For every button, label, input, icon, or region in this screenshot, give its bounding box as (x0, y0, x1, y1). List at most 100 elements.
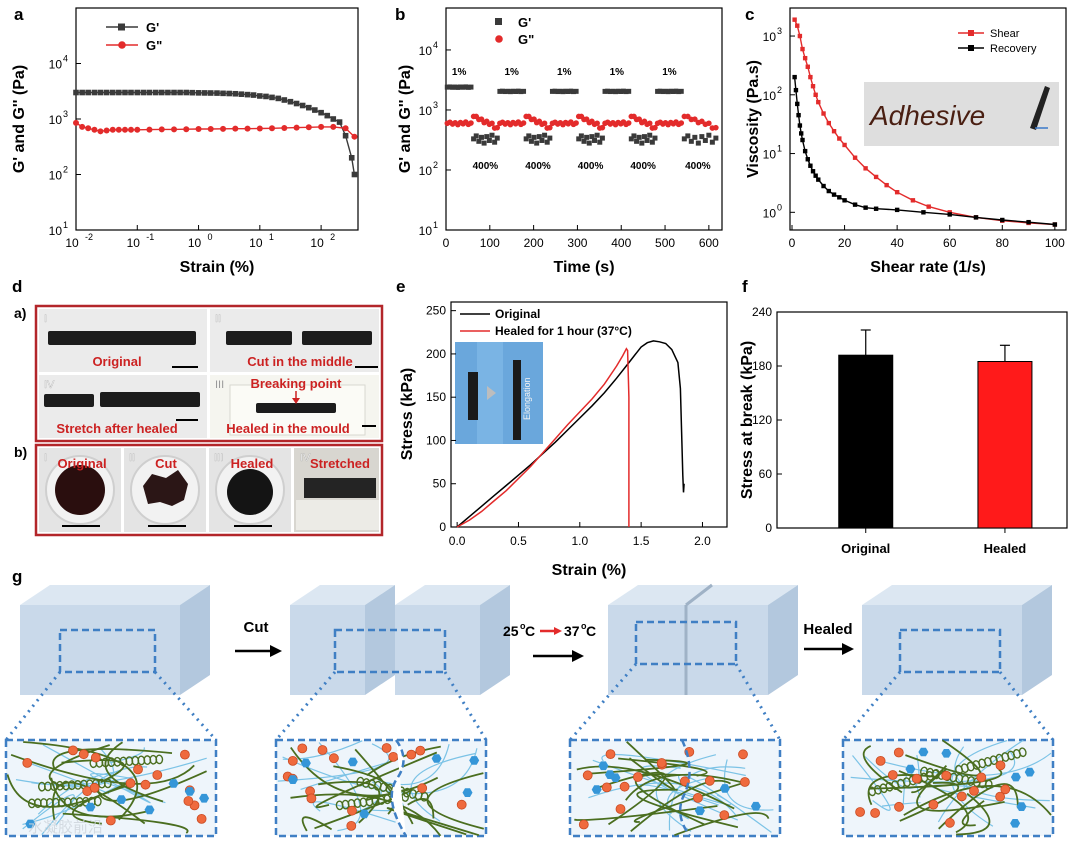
chart-c-point-recovery (1026, 219, 1031, 225)
network-bead (381, 743, 392, 753)
chart-b-point-gprime (481, 140, 487, 146)
chart-c-ytick-label: 10 (763, 89, 777, 103)
network-bead (105, 815, 116, 826)
chart-b-ytick-exp: 4 (433, 40, 438, 50)
panel-d-photos: a) b) I Original II Cut in the middle IV… (14, 304, 384, 537)
photo-a2-caption: Cut in the middle (247, 354, 352, 369)
chart-b-point-gprime (592, 137, 598, 143)
chart-b-point-gdouble (692, 116, 698, 122)
network-chain (596, 771, 667, 826)
hydrogel-block-1-side (180, 585, 210, 695)
network-thread (951, 740, 1008, 827)
watermark: 水凝胶前沿 (28, 819, 103, 836)
chart-b-point-gprime (455, 84, 461, 90)
chart-b-point-gprime (531, 134, 537, 140)
legend-b-gdouble-marker (495, 35, 503, 43)
chart-c-xtick-label: 60 (943, 236, 957, 250)
network-bead (456, 799, 467, 810)
chart-f-ytick-label: 120 (752, 413, 772, 427)
step-label-healed: Healed (803, 621, 852, 638)
network-thread (410, 752, 476, 822)
hydrogel-block-3-side (768, 585, 798, 695)
chart-f-ylabel: Stress at break (kPa) (739, 341, 756, 499)
chart-b-point-gprime (570, 89, 576, 95)
chart-b-point-gprime (695, 140, 701, 146)
chart-a-xtick-label: 10 (127, 236, 141, 250)
chart-a-ylabel: G' and G'' (Pa) (11, 65, 28, 173)
chart-b-point-gprime (489, 132, 495, 138)
chart-c-ytick-exp: 2 (777, 85, 782, 95)
temp-from: 25 (503, 623, 519, 639)
chart-a-xtick-exp: -1 (146, 232, 154, 242)
chart-a-point-gprime (220, 90, 226, 97)
zoom-line-right (153, 670, 218, 742)
chart-b-annot-high: 400% (685, 161, 711, 172)
chart-b-point-gprime (709, 139, 715, 145)
legend-a-gdouble-marker (118, 41, 126, 49)
chart-b-point-gprime (676, 89, 682, 95)
chart-e-xtick-label: 0.5 (510, 534, 527, 548)
crosslink-hub (941, 749, 952, 758)
chart-b-annot-high: 400% (473, 161, 499, 172)
chart-a-point-gprime (97, 89, 104, 96)
chart-b-point-gprime (494, 135, 500, 141)
network-bead (347, 805, 357, 816)
network-bead (22, 758, 33, 768)
chart-e-ytick-label: 0 (439, 520, 446, 534)
arrow-right-icon (487, 386, 496, 400)
inset-sample-after (513, 360, 521, 440)
helix-turn (420, 791, 429, 802)
legend-b-gprime: G' (518, 15, 531, 30)
chart-c-point-shear (821, 111, 826, 116)
zoom-line-left (274, 671, 337, 741)
chart-b-point-gprime (560, 89, 566, 95)
chart-b-ytick-label: 10 (419, 164, 433, 178)
chart-a-point-gprime (244, 91, 251, 98)
chart-b-annot-low: 1% (557, 67, 572, 78)
chart-b-annot-high: 400% (630, 161, 656, 172)
gel-disc-healed (227, 469, 273, 515)
step-label-temperature: 25 o C 37 o C (503, 621, 596, 639)
network-bead (406, 749, 417, 760)
chart-c-point-shear (873, 174, 879, 180)
triple-helix (868, 769, 940, 797)
chart-c-point-shear (910, 198, 916, 203)
network-bead (346, 821, 357, 831)
chart-b-point-gprime (649, 139, 655, 145)
chart-a-point-gprime (214, 90, 220, 96)
crosslink-hub (287, 775, 298, 784)
chart-b-point-gprime (636, 134, 642, 140)
chart-f-ytick-label: 180 (752, 359, 772, 373)
chart-a-point-gprime (318, 109, 324, 116)
chart-a-point-gdouble (281, 124, 288, 131)
network-bead (328, 753, 339, 764)
chart-a-point-gprime (91, 89, 98, 96)
chart-b-point-gdouble (520, 120, 527, 126)
chart-e-xtick-label: 1.5 (633, 534, 650, 548)
chart-c-legend: Shear Recovery (958, 28, 1037, 55)
network-bead (928, 799, 939, 810)
crosslink-hub (431, 754, 442, 763)
photo-a3-roman: III (215, 379, 224, 391)
chart-b-ytick-label: 10 (419, 104, 433, 118)
chart-a-point-gprime (73, 89, 79, 96)
chart-b-point-gprime (610, 88, 616, 94)
chart-b-point-gprime (526, 133, 532, 139)
chart-c-point-recovery (792, 74, 797, 80)
chart-b-point-gprime (539, 137, 545, 143)
chart-a-point-gprime (116, 89, 122, 96)
chart-c-point-recovery (842, 198, 847, 203)
photo-a2-roman: II (215, 313, 221, 325)
chart-a-point-gprime (293, 100, 300, 107)
photo-a3-top-caption: Breaking point (250, 376, 342, 391)
zoom-line-left (4, 671, 62, 741)
chart-c-point-recovery (826, 188, 831, 194)
chart-b-point-gprime (668, 88, 674, 94)
chart-b-legend: G' G" (495, 15, 534, 47)
network-chain (301, 816, 333, 832)
zoom-box-3 (634, 620, 738, 666)
chart-b-point-gprime (581, 138, 587, 144)
chart-a-xtick-exp: 2 (330, 232, 335, 242)
arrow-right-red-icon (554, 627, 562, 635)
